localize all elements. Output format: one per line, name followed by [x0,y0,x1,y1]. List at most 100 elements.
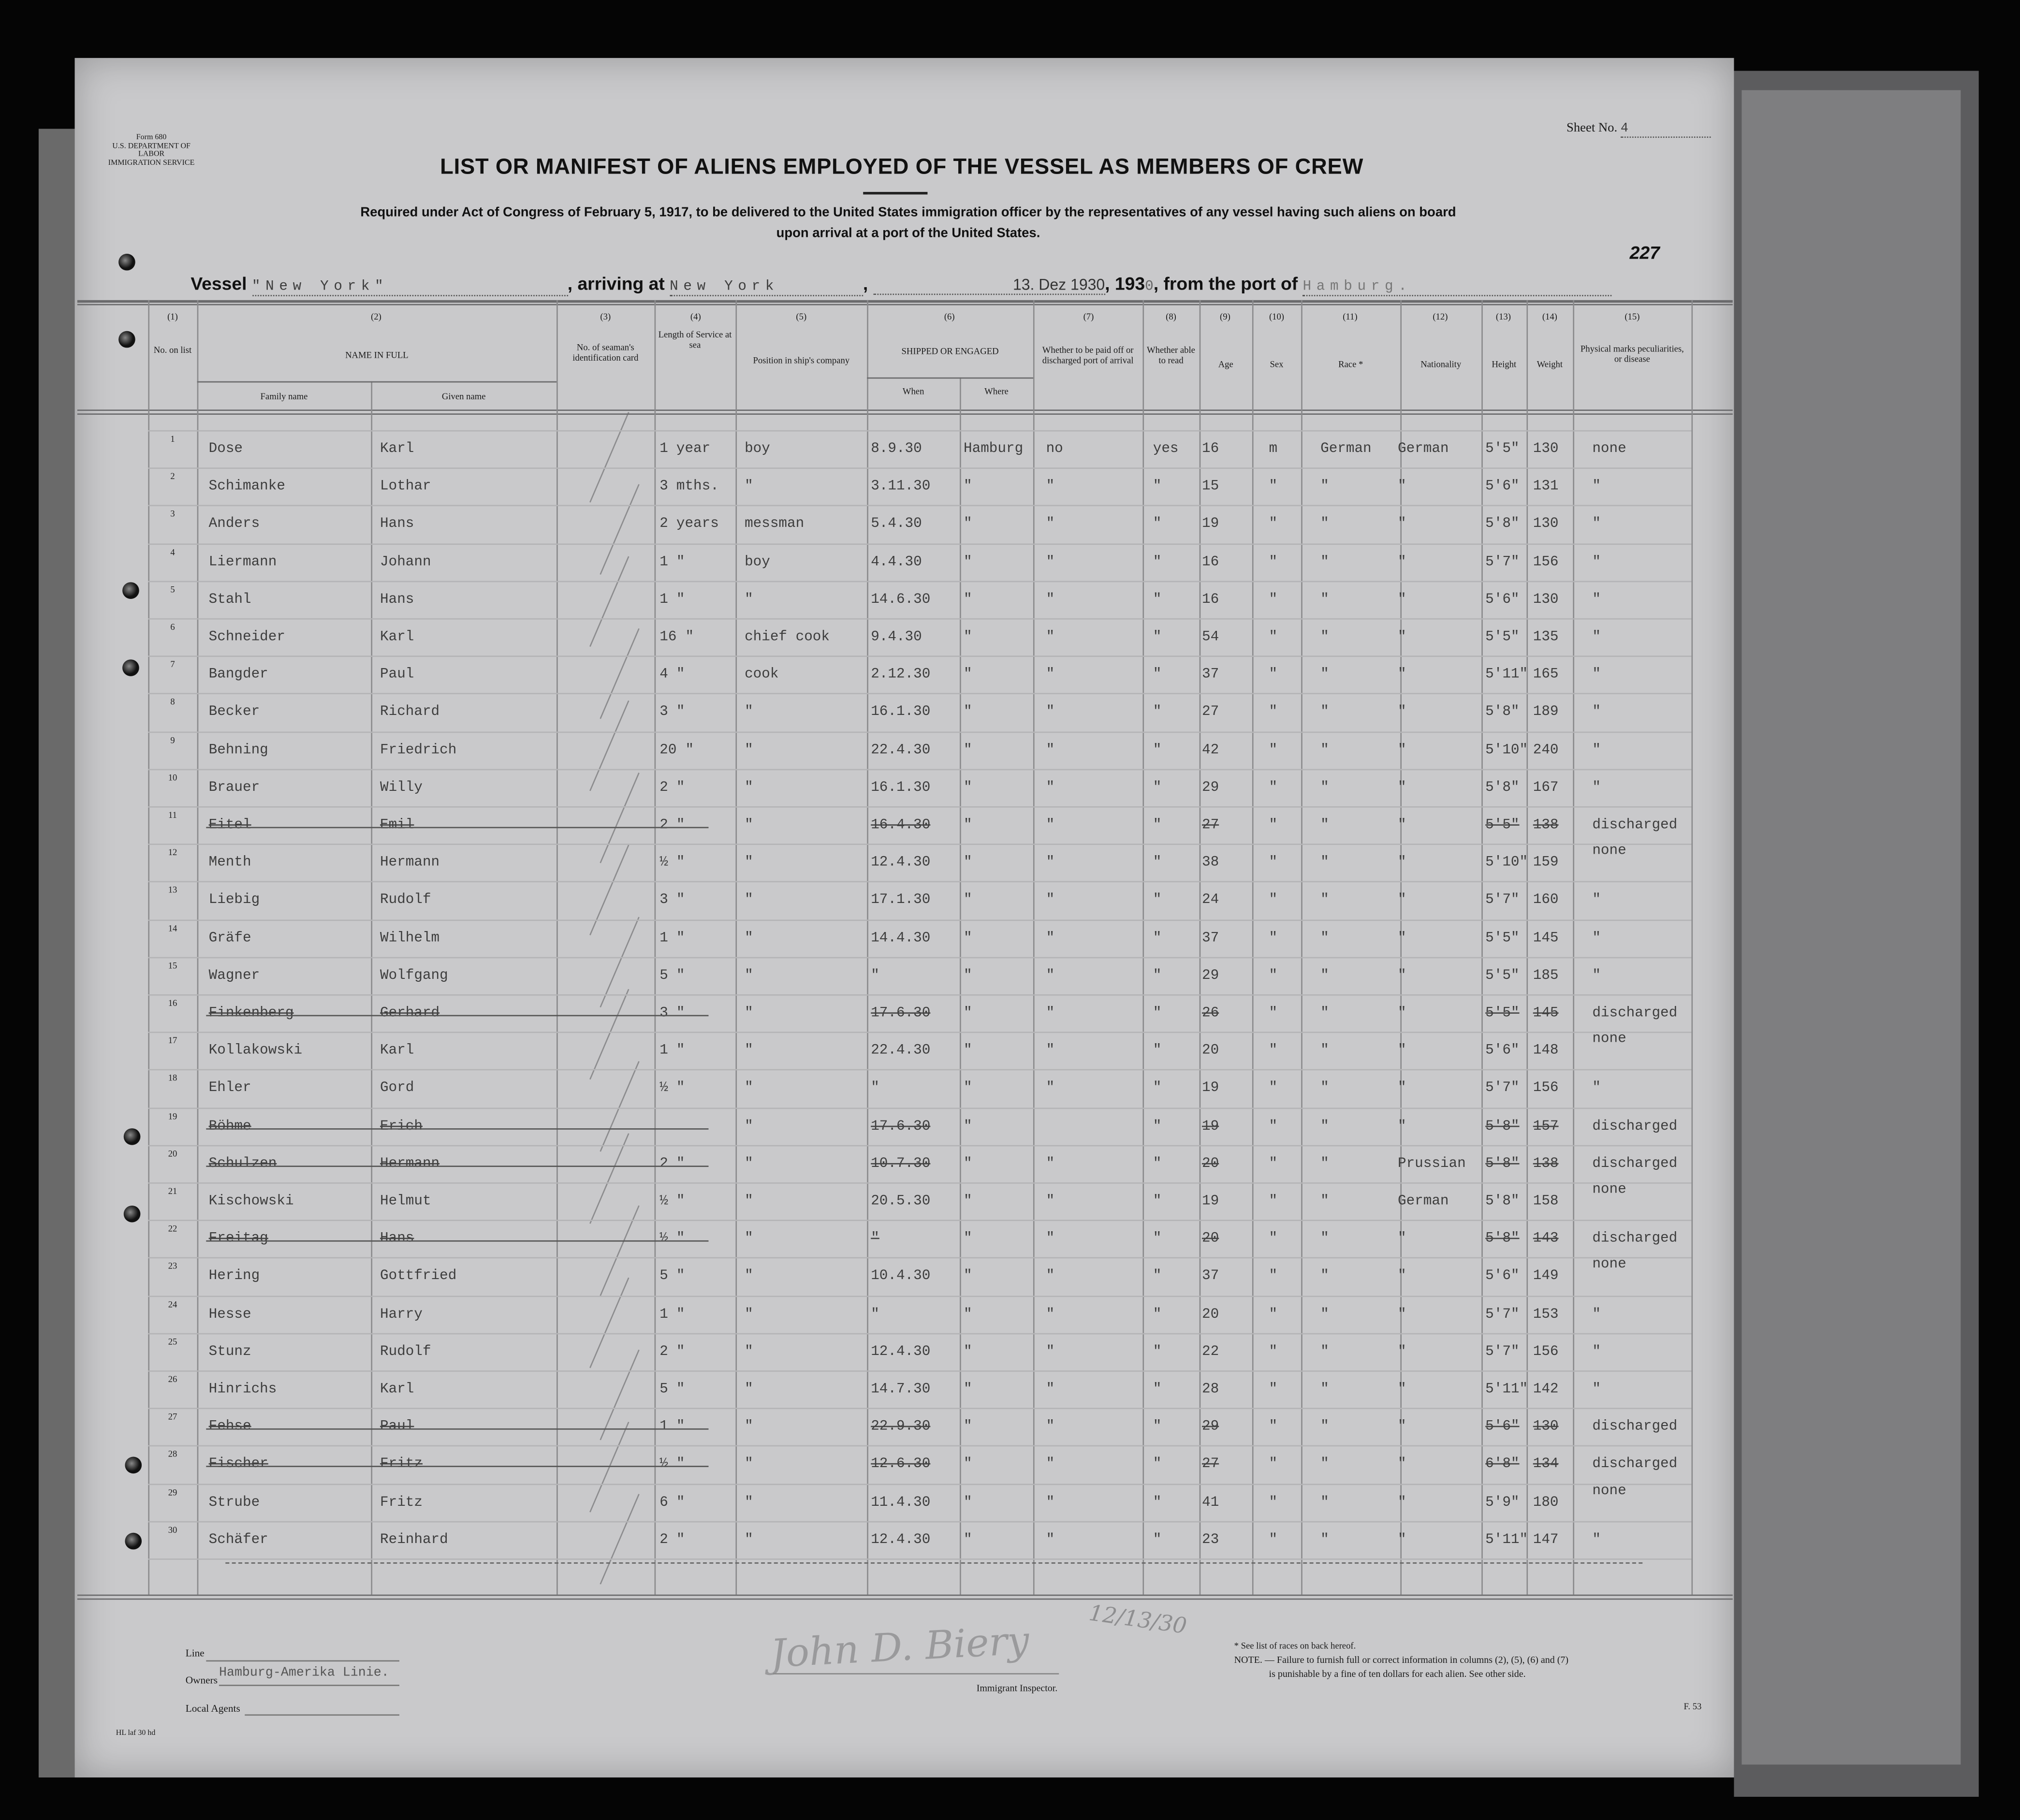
subtitle-line-2: upon arrival at a port of the United Sta… [776,226,1040,241]
row-number: 24 [168,1299,177,1310]
cell-height: 5'8" [1485,780,1520,796]
cell-when: 12.4.30 [871,1532,931,1548]
cell-family: Behning [208,743,268,758]
cell-marks: " [1592,743,1601,758]
cell-marks: discharged [1592,1457,1678,1473]
pencil-slash [589,1277,629,1369]
cell-age: 20 [1201,1307,1219,1323]
column-number: (10) [1269,311,1285,322]
row-guide [148,881,1692,883]
cell-nationality: " [1397,517,1406,533]
pencil-slash [600,1061,640,1152]
cell-where: " [964,743,972,758]
cell-where: Hamburg [964,441,1024,457]
column-number: (13) [1495,311,1511,322]
cell-given: Karl [380,1043,414,1059]
cell-height: 5'11" [1485,1382,1528,1398]
sheet-value: 4 [1620,122,1711,138]
cell-nationality: " [1397,667,1406,683]
cell-when: 12.4.30 [871,855,931,871]
cell-weight: 131 [1533,479,1559,495]
cell-service: 6 [659,1495,668,1511]
cell-race: " [1320,1194,1329,1209]
cell-weight: 130 [1533,441,1559,457]
row-guide [148,1333,1692,1334]
cell-family: Schäfer [208,1532,268,1548]
owners-field [219,1685,399,1686]
cell-service-unit: " [676,1005,685,1021]
cell-nationality: " [1397,479,1406,495]
cell-where: " [964,1269,972,1285]
cell-service: 2 [659,1344,668,1360]
cell-sex: " [1269,667,1278,683]
cell-service: ½ [659,1081,668,1097]
cell-family: Eitel [208,817,251,833]
cell-where: " [964,1419,972,1435]
column-divider [371,381,373,1595]
pencil-slash [589,1133,629,1224]
cell-weight: 153 [1533,1307,1559,1323]
cell-read: " [1153,1231,1162,1247]
cell-where: " [964,855,972,871]
cell-read: " [1153,893,1162,909]
cell-when: 22.9.30 [871,1419,931,1435]
subtitle-line-1: Required under Act of Congress of Februa… [360,206,1456,220]
cell-race: " [1320,554,1329,570]
cell-read: " [1153,931,1162,946]
cell-given: Gerhard [380,1005,440,1021]
row-guide [148,467,1692,469]
cell-paid-off: " [1046,1156,1055,1172]
column-divider [654,300,656,1595]
header-given-name: Given name [441,392,486,402]
cell-where: " [964,592,972,608]
punch-hole [123,1205,141,1223]
cell-position: " [745,1119,753,1135]
column-number: (12) [1433,311,1448,322]
arriving-value: New York [670,279,863,296]
end-of-list-line [225,1562,1643,1564]
cell-given: Karl [380,629,414,645]
row-guide [148,1220,1692,1222]
pencil-slash [600,1349,640,1441]
cell-service-unit: " [676,968,685,984]
cell-paid-off: no [1046,441,1063,457]
cell-nationality: " [1397,1231,1406,1247]
column-number: (11) [1343,311,1358,322]
cell-marks: " [1592,592,1601,608]
cell-race: " [1320,1532,1329,1548]
cell-paid-off: " [1046,1419,1055,1435]
cell-nationality: " [1397,1532,1406,1548]
cell-family: Liermann [208,554,277,570]
year-suffix: 0 [1145,279,1154,295]
cell-service-unit: " [676,1307,685,1323]
cell-sex: " [1269,855,1278,871]
cell-service-unit: " [685,629,694,645]
cell-height: 5'10" [1485,743,1528,758]
form-code: F. 53 [1683,1701,1702,1712]
row-guide [148,581,1692,582]
cell-race: " [1320,817,1329,833]
cell-where: " [964,968,972,984]
local-agents-field [245,1714,399,1716]
cell-marks: discharged [1592,1419,1678,1435]
cell-weight: 130 [1533,517,1559,533]
cell-service: 3 [659,479,668,495]
stamp-number: 227 [1629,242,1660,263]
cell-service-unit: " [676,667,685,683]
cell-race: " [1320,893,1329,909]
cell-when: " [871,1081,879,1097]
cell-race: " [1320,1307,1329,1323]
cell-position: boy [745,441,770,457]
row-number: 25 [168,1337,177,1347]
cell-given: Karl [380,1382,414,1398]
cell-family: Schulzen [208,1156,277,1172]
punch-hole [118,331,135,348]
sheet-number: Sheet No. 4 [1566,121,1711,138]
cell-given: Gord [380,1081,414,1097]
row-guide [148,1295,1692,1297]
cell-age: 20 [1201,1231,1219,1247]
arriving-label: , arriving at [567,273,665,294]
cell-read: " [1153,1194,1162,1209]
cell-position: " [745,1043,753,1059]
row-number: 21 [168,1186,177,1197]
